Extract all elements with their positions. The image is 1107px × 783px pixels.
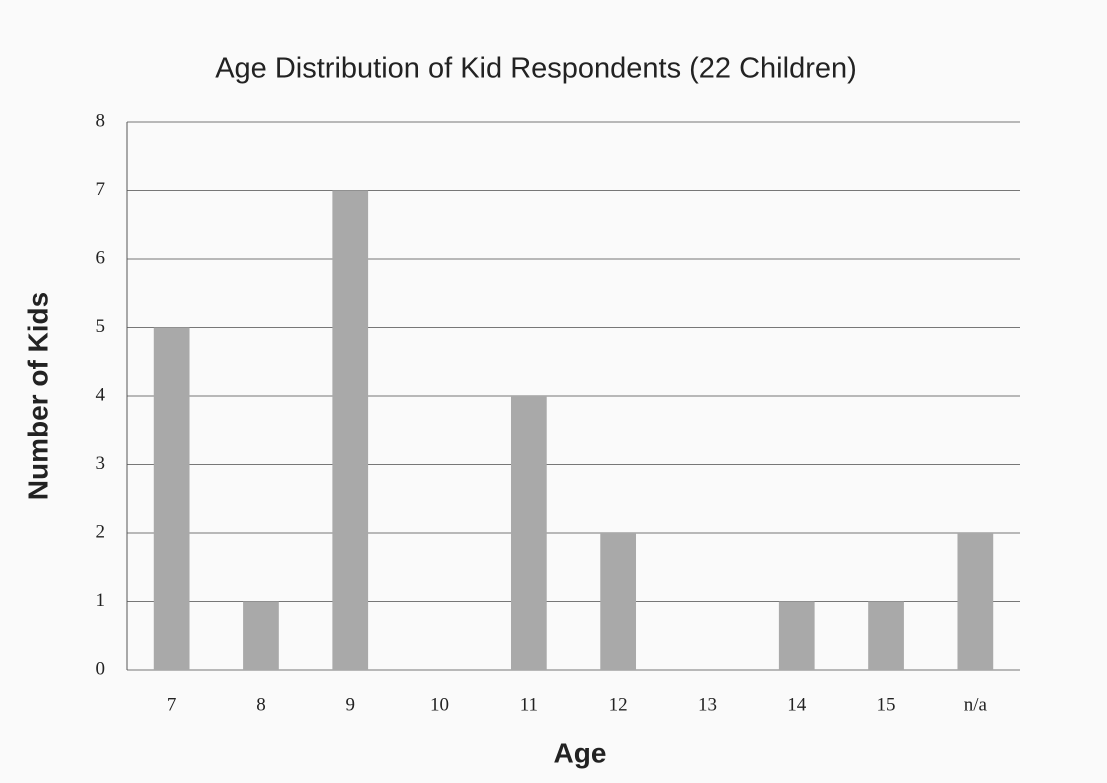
x-tick-label: 14	[787, 694, 807, 715]
bar	[510, 396, 547, 670]
chart-title: Age Distribution of Kid Respondents (22 …	[215, 53, 857, 85]
x-tick-label: n/a	[964, 694, 988, 715]
x-tick-label: 10	[430, 694, 449, 715]
bar	[868, 601, 904, 670]
bar	[243, 601, 279, 670]
bar	[332, 190, 369, 670]
bar	[957, 533, 994, 670]
y-tick-label: 6	[96, 247, 106, 268]
y-tick-label: 2	[96, 521, 106, 542]
x-tick-label: 11	[520, 694, 538, 715]
bar	[600, 533, 637, 670]
y-tick-label: 0	[96, 658, 106, 679]
y-tick-label: 1	[96, 590, 106, 611]
bar	[153, 327, 190, 670]
y-tick-label: 8	[96, 110, 106, 131]
y-axis-label: Number of Kids	[22, 292, 53, 500]
x-tick-label: 15	[877, 694, 896, 715]
bar	[778, 601, 815, 670]
y-tick-label: 5	[96, 316, 106, 337]
x-tick-label: 8	[256, 694, 266, 715]
y-tick-label: 3	[96, 453, 106, 474]
x-tick-label: 7	[167, 694, 177, 715]
y-tick-label: 4	[96, 384, 106, 405]
x-tick-label: 9	[346, 694, 356, 715]
x-tick-label: 13	[698, 694, 717, 715]
y-tick-label: 7	[96, 179, 106, 200]
x-axis-label: Age	[554, 737, 607, 768]
x-tick-label: 12	[609, 694, 628, 715]
